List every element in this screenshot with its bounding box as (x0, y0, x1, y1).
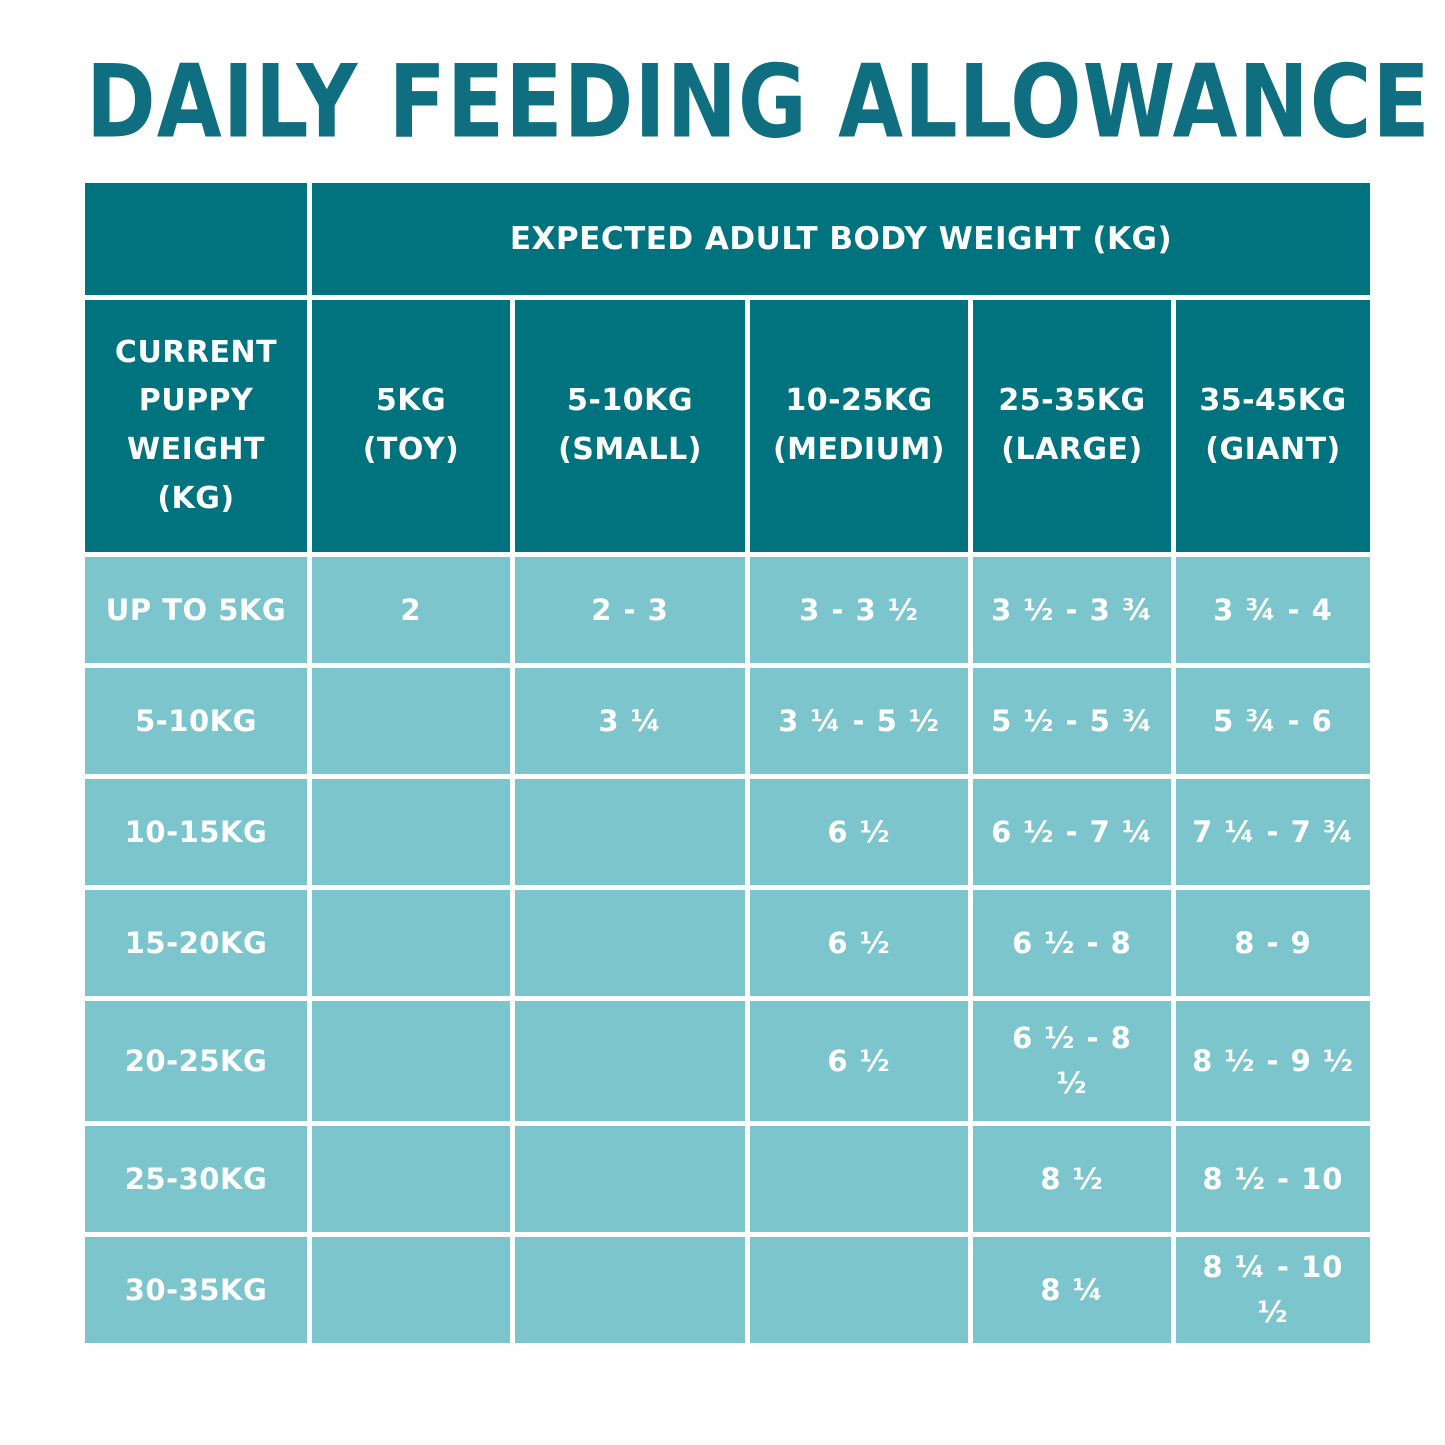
value-cell (312, 1126, 510, 1232)
value-cell (515, 779, 745, 885)
row-label: 30-35KG (85, 1237, 307, 1343)
table-row-30-35kg: 30-35KG 8 ¼ 8 ¼ - 10 ½ (85, 1237, 1370, 1343)
value-cell (312, 1237, 510, 1343)
value-cell: 6 ½ - 8 (973, 890, 1171, 996)
column-header-small: 5-10KG (SMALL) (515, 300, 745, 552)
table-row-5-10kg: 5-10KG 3 ¼ 3 ¼ - 5 ½ 5 ½ - 5 ¾ 5 ¾ - 6 (85, 668, 1370, 774)
table-row-25-30kg: 25-30KG 8 ½ 8 ½ - 10 (85, 1126, 1370, 1232)
value-cell: 8 ½ - 10 (1176, 1126, 1370, 1232)
value-cell (515, 890, 745, 996)
value-cell (312, 779, 510, 885)
row-label: 15-20KG (85, 890, 307, 996)
column-header-medium: 10-25KG (MEDIUM) (750, 300, 968, 552)
value-cell (750, 1237, 968, 1343)
value-cell: 8 ¼ (973, 1237, 1171, 1343)
value-cell: 8 - 9 (1176, 890, 1370, 996)
value-cell: 3 - 3 ½ (750, 557, 968, 663)
value-cell (312, 890, 510, 996)
value-cell: 6 ½ (750, 779, 968, 885)
row-label: 20-25KG (85, 1001, 307, 1121)
value-cell (312, 668, 510, 774)
value-cell: 8 ½ - 9 ½ (1176, 1001, 1370, 1121)
value-cell: 3 ¼ (515, 668, 745, 774)
column-header-large: 25-35KG (LARGE) (973, 300, 1171, 552)
value-cell (515, 1001, 745, 1121)
value-cell: 5 ¾ - 6 (1176, 668, 1370, 774)
value-cell: 6 ½ (750, 890, 968, 996)
row-label: 10-15KG (85, 779, 307, 885)
adult-weight-header-row: EXPECTED ADULT BODY WEIGHT (KG) (85, 183, 1370, 295)
row-label: 25-30KG (85, 1126, 307, 1232)
table-row-15-20kg: 15-20KG 6 ½ 6 ½ - 8 8 - 9 (85, 890, 1370, 996)
value-cell: 3 ¾ - 4 (1176, 557, 1370, 663)
row-label: UP TO 5KG (85, 557, 307, 663)
table-row-20-25kg: 20-25KG 6 ½ 6 ½ - 8 ½ 8 ½ - 9 ½ (85, 1001, 1370, 1121)
value-cell (312, 1001, 510, 1121)
row-axis-header: CURRENT PUPPY WEIGHT (KG) (85, 300, 307, 552)
value-cell: 6 ½ - 7 ¼ (973, 779, 1171, 885)
value-cell: 7 ¼ - 7 ¾ (1176, 779, 1370, 885)
adult-weight-span-header: EXPECTED ADULT BODY WEIGHT (KG) (312, 183, 1370, 295)
value-cell (515, 1126, 745, 1232)
value-cell: 3 ½ - 3 ¾ (973, 557, 1171, 663)
value-cell: 2 (312, 557, 510, 663)
value-cell: 6 ½ - 8 ½ (973, 1001, 1171, 1121)
column-header-row: CURRENT PUPPY WEIGHT (KG) 5KG (TOY) 5-10… (85, 300, 1370, 552)
value-cell: 2 - 3 (515, 557, 745, 663)
value-cell: 3 ¼ - 5 ½ (750, 668, 968, 774)
value-cell (515, 1237, 745, 1343)
column-header-toy: 5KG (TOY) (312, 300, 510, 552)
value-cell: 8 ¼ - 10 ½ (1176, 1237, 1370, 1343)
table-row-up-to-5kg: UP TO 5KG 2 2 - 3 3 - 3 ½ 3 ½ - 3 ¾ 3 ¾ … (85, 557, 1370, 663)
value-cell: 8 ½ (973, 1126, 1171, 1232)
corner-cell (85, 183, 307, 295)
page-title: DAILY FEEDING ALLOWANCE (86, 42, 1431, 161)
column-header-giant: 35-45KG (GIANT) (1176, 300, 1370, 552)
value-cell: 6 ½ (750, 1001, 968, 1121)
feeding-allowance-table: EXPECTED ADULT BODY WEIGHT (KG) CURRENT … (80, 178, 1375, 1348)
row-label: 5-10KG (85, 668, 307, 774)
table-row-10-15kg: 10-15KG 6 ½ 6 ½ - 7 ¼ 7 ¼ - 7 ¾ (85, 779, 1370, 885)
value-cell (750, 1126, 968, 1232)
value-cell: 5 ½ - 5 ¾ (973, 668, 1171, 774)
